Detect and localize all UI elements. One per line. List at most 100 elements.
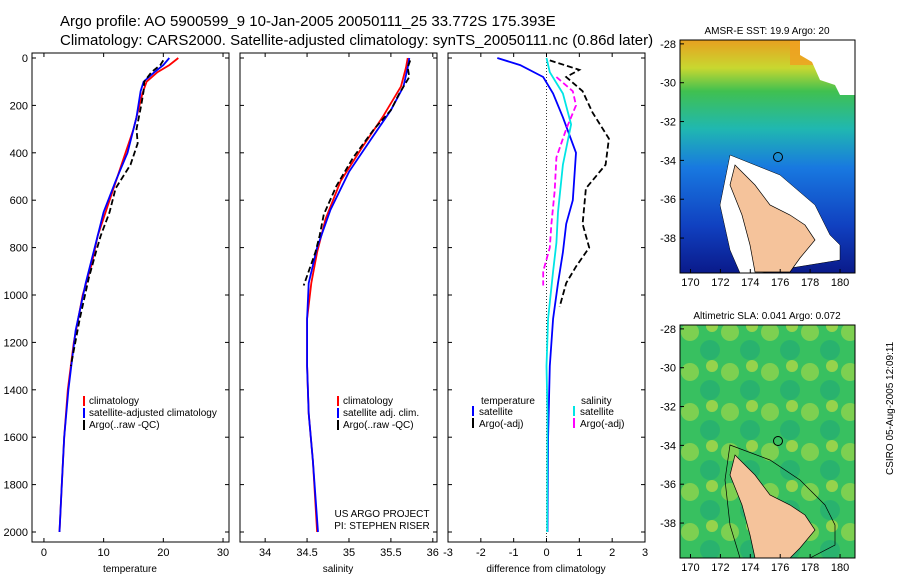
- map-lon-tick-label: 170: [681, 277, 699, 289]
- map-lat-tick-label: -32: [660, 117, 676, 129]
- map-lon-tick-label: 172: [711, 562, 729, 574]
- map-lon-tick-label: 170: [681, 562, 699, 574]
- legend-label-argo: Argo(..raw -QC): [89, 420, 160, 431]
- legend-label-climatology: climatology: [343, 396, 393, 407]
- credit-line2: PI: STEPHEN RISER: [334, 521, 430, 532]
- sla-land-new-zealand: [729, 454, 816, 559]
- series-line-salinity-argo-adj: [542, 76, 577, 286]
- sla-map-ticks: 170 172 174 176 178 180 -28 -30 -32 -34 -36 -38: [660, 324, 849, 574]
- legend-label-sal-satellite: satellite: [580, 407, 614, 418]
- map-lat-tick-label: -36: [660, 194, 676, 206]
- map-lat-tick-label: -30: [660, 78, 676, 90]
- x-tick-label: 1: [576, 547, 582, 559]
- series-line-temperature-satellite: [497, 57, 577, 533]
- credit-line1: US ARGO PROJECT: [334, 509, 429, 520]
- sst-land-new-zealand: [729, 164, 816, 273]
- y-tick-label: 2000: [4, 527, 28, 539]
- sla-map: Altimetric SLA: 0.041 Argo: 0.072 170 172…: [660, 311, 856, 574]
- legend-label-climatology: climatology: [89, 396, 139, 407]
- map-lon-tick-label: 178: [801, 562, 819, 574]
- y-tick-label: 1200: [4, 337, 28, 349]
- sst-map-title: AMSR-E SST: 19.9 Argo: 20: [704, 26, 829, 37]
- sst-no-data-region: [800, 40, 855, 95]
- y-tick-label: 1800: [4, 480, 28, 492]
- x-tick-label: -2: [476, 547, 486, 559]
- map-lat-tick-label: -28: [660, 39, 676, 51]
- temperature-panel-frame: [31, 52, 230, 543]
- x-tick-label: 10: [98, 547, 110, 559]
- x-tick-label: -3: [443, 547, 453, 559]
- salinity-legend: climatology satellite adj. clim. Argo(..…: [337, 396, 419, 431]
- x-tick-label: 35.5: [380, 547, 401, 559]
- x-tick-label: 20: [157, 547, 169, 559]
- series-line-climatology: [58, 57, 179, 533]
- sla-argo-location-marker: [773, 436, 783, 446]
- y-tick-label: 200: [10, 100, 28, 112]
- salinity-panel: 34 34.5 35 35.5 36: [240, 53, 439, 559]
- map-lat-tick-label: -38: [660, 233, 676, 245]
- legend-label-argo: Argo(..raw -QC): [343, 420, 414, 431]
- series-line-argo-raw-qc: [302, 60, 412, 286]
- map-lon-tick-label: 180: [831, 277, 849, 289]
- salinity-xlabel: salinity: [323, 564, 354, 575]
- sla-shelf-contour: [724, 444, 836, 559]
- series-line-satellite-adjusted-climatology: [58, 57, 170, 533]
- x-tick-label: 35: [343, 547, 355, 559]
- y-tick-label: 600: [10, 195, 28, 207]
- sst-map-frame: [679, 39, 856, 274]
- y-tick-label: 400: [10, 148, 28, 160]
- x-tick-label: 2: [609, 547, 615, 559]
- sst-map: AMSR-E SST: 19.9 Argo: 20 170 172 174 176 17…: [660, 26, 856, 289]
- series-line-satellite-adj-clim: [306, 57, 411, 533]
- salinity-panel-frame: [239, 52, 438, 543]
- sst-map-ticks: 170 172 174 176 178 180 -28 -30 -32 -34 -36 -38: [660, 39, 849, 289]
- y-tick-label: 1400: [4, 385, 28, 397]
- legend-label-sal-argo: Argo(-adj): [580, 419, 624, 430]
- map-lat-tick-label: -28: [660, 324, 676, 336]
- difference-xlabel: difference from climatology: [486, 564, 605, 575]
- x-tick-label: 34.5: [296, 547, 317, 559]
- legend-label-temp-satellite: satellite: [479, 407, 513, 418]
- sla-map-frame: [679, 324, 856, 559]
- difference-panel: -3 -2 -1 0 1 2 3: [443, 53, 648, 559]
- temperature-xlabel: temperature: [103, 564, 157, 575]
- map-lat-tick-label: -30: [660, 363, 676, 375]
- map-lon-tick-label: 180: [831, 562, 849, 574]
- series-line-argo-raw-qc: [69, 59, 165, 367]
- temperature-legend: climatology satellite-adjusted climatolo…: [83, 396, 217, 431]
- x-tick-label: 36: [427, 547, 439, 559]
- series-line-temperature-argo-adj: [549, 59, 610, 308]
- y-tick-label: 0: [22, 53, 28, 65]
- map-lat-tick-label: -32: [660, 402, 676, 414]
- x-tick-label: 3: [642, 547, 648, 559]
- header-line1: Argo profile: AO 5900599_9 10-Jan-2005 2…: [60, 13, 556, 30]
- difference-legend: temperature satellite Argo(-adj) salinit…: [472, 396, 624, 430]
- map-lon-tick-label: 172: [711, 277, 729, 289]
- map-lat-tick-label: -34: [660, 155, 676, 167]
- map-lat-tick-label: -38: [660, 518, 676, 530]
- y-tick-label: 800: [10, 243, 28, 255]
- sla-map-title: Altimetric SLA: 0.041 Argo: 0.072: [693, 311, 841, 322]
- timestamp-side-label: CSIRO 05-Aug-2005 12:09:11: [885, 341, 896, 475]
- x-tick-label: 0: [543, 547, 549, 559]
- header-line2: Climatology: CARS2000. Satellite-adjuste…: [60, 32, 653, 49]
- map-lat-tick-label: -34: [660, 440, 676, 452]
- series-line-salinity-satellite: [545, 57, 573, 533]
- map-lon-tick-label: 178: [801, 277, 819, 289]
- map-lon-tick-label: 176: [771, 562, 789, 574]
- map-lat-tick-label: -36: [660, 479, 676, 491]
- x-tick-label: -1: [509, 547, 519, 559]
- map-lon-tick-label: 176: [771, 277, 789, 289]
- map-lon-tick-label: 174: [741, 277, 759, 289]
- y-tick-label: 1600: [4, 432, 28, 444]
- series-line-climatology: [306, 57, 409, 533]
- sst-argo-location-marker: [773, 152, 783, 162]
- temperature-panel: 0 10 20 30 0 200 400 600 800 1000 1200 1400 1600 1800…: [4, 53, 229, 559]
- legend-label-temp-argo: Argo(-adj): [479, 419, 523, 430]
- y-tick-label: 1000: [4, 290, 28, 302]
- legend-heading-salinity: salinity: [581, 396, 612, 407]
- x-tick-label: 0: [41, 547, 47, 559]
- legend-label-satellite: satellite-adjusted climatology: [89, 408, 217, 419]
- x-tick-label: 34: [259, 547, 271, 559]
